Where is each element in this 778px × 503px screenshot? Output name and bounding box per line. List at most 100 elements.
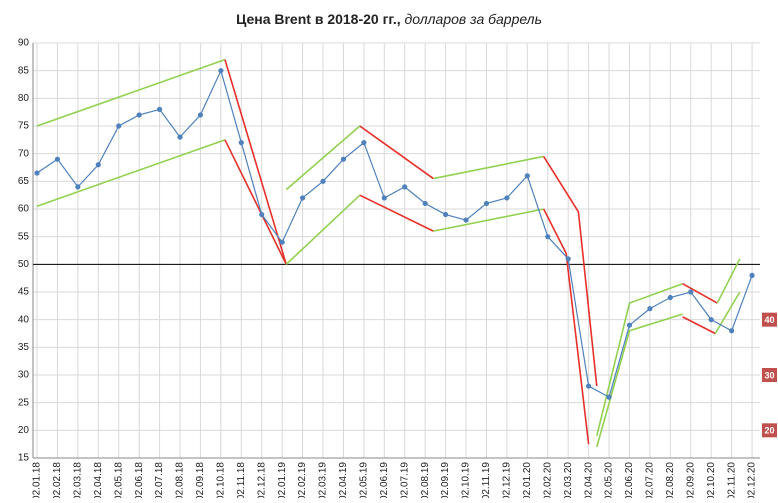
price-point <box>545 234 551 240</box>
x-tick-label: 02.08.20 <box>665 462 676 498</box>
right-label: 30 <box>764 370 774 380</box>
price-point <box>422 200 428 207</box>
trend-line <box>542 208 590 445</box>
y-tick-label: 25 <box>18 397 30 408</box>
trend-line <box>285 194 361 265</box>
price-point <box>75 184 81 190</box>
x-tick-label: 02.11.20 <box>726 462 737 498</box>
price-point <box>197 112 204 118</box>
y-tick-label: 55 <box>18 231 30 242</box>
x-tick-label: 02.04.19 <box>338 462 349 498</box>
y-tick-label: 85 <box>18 65 30 76</box>
x-tick-label: 02.06.20 <box>624 462 635 498</box>
price-point <box>340 156 347 162</box>
trend-line <box>714 291 741 334</box>
chart-title-group: Цена Brent в 2018-20 гг., долларов за ба… <box>236 11 542 27</box>
y-tick-label: 65 <box>18 176 30 187</box>
x-tick-label: 02.01.18 <box>32 462 43 498</box>
price-point <box>524 173 530 179</box>
price-point <box>136 112 142 118</box>
price-point <box>361 140 367 146</box>
trend-line <box>224 59 288 265</box>
trend-line <box>433 208 544 232</box>
trend-line <box>433 155 544 180</box>
y-tick-label: 20 <box>18 425 30 436</box>
x-tick-label: 02.07.19 <box>399 462 410 498</box>
price-point <box>463 217 469 223</box>
x-tick-label: 02.01.19 <box>277 462 288 498</box>
x-tick-label: 02.11.19 <box>481 462 492 498</box>
price-point <box>34 170 40 176</box>
y-tick-label: 15 <box>18 453 30 464</box>
trend-line <box>359 125 434 180</box>
x-tick-label: 02.04.18 <box>93 462 104 498</box>
right-label-box <box>762 423 777 438</box>
price-point <box>259 211 265 218</box>
right-label: 40 <box>764 315 774 325</box>
trend-line <box>359 194 434 232</box>
x-tick-label: 02.02.20 <box>542 462 553 498</box>
right-label-box <box>762 312 777 327</box>
price-point <box>749 272 755 278</box>
trend-line <box>542 156 598 387</box>
x-tick-label: 02.11.18 <box>236 462 247 498</box>
price-point <box>116 123 122 129</box>
price-point <box>565 256 571 262</box>
y-tick-label: 35 <box>18 342 30 353</box>
x-tick-label: 02.05.20 <box>604 462 615 498</box>
price-point <box>647 306 653 312</box>
x-tick-label: 02.07.20 <box>645 462 656 498</box>
trend-line <box>682 283 718 304</box>
price-point <box>156 106 163 112</box>
y-tick-label: 80 <box>18 93 30 104</box>
price-point <box>708 317 714 323</box>
price-point <box>54 156 61 162</box>
x-tick-label: 02.12.19 <box>502 462 513 498</box>
x-tick-label: 02.03.18 <box>73 462 84 498</box>
x-tick-label: 02.06.18 <box>134 462 145 498</box>
price-point <box>238 140 244 146</box>
x-tick-label: 02.06.19 <box>379 462 390 498</box>
y-tick-label: 70 <box>18 148 30 159</box>
y-tick-label: 30 <box>18 370 30 381</box>
trend-line <box>716 258 741 304</box>
price-point <box>667 294 673 301</box>
trend-line <box>596 282 683 437</box>
x-tick-label: 02.01.20 <box>522 462 533 498</box>
y-tick-label: 40 <box>18 314 30 325</box>
x-tick-label: 02.09.18 <box>195 462 206 498</box>
right-label-box <box>762 368 777 382</box>
price-point <box>279 239 285 245</box>
right-label: 20 <box>764 426 774 436</box>
price-point <box>606 394 612 400</box>
y-tick-label: 45 <box>18 287 30 298</box>
trend-line <box>36 58 226 127</box>
trend-line <box>285 125 361 191</box>
x-tick-label: 02.05.18 <box>113 462 124 498</box>
price-point <box>320 178 326 184</box>
price-point <box>177 134 183 140</box>
y-tick-label: 75 <box>18 121 30 132</box>
chart-title: Цена Brent в 2018-20 гг., <box>236 11 401 27</box>
price-point <box>443 211 449 218</box>
x-tick-label: 02.09.19 <box>440 462 451 498</box>
x-tick-label: 02.10.20 <box>706 462 717 498</box>
y-tick-label: 60 <box>18 204 30 215</box>
x-tick-label: 02.03.19 <box>318 462 329 498</box>
price-point <box>688 289 694 295</box>
x-tick-label: 02.04.20 <box>583 462 594 498</box>
price-point <box>483 200 490 207</box>
x-tick-label: 02.12.18 <box>256 462 267 498</box>
price-point <box>586 383 592 389</box>
x-tick-label: 02.08.18 <box>175 462 186 498</box>
price-point <box>626 322 633 328</box>
y-tick-label: 90 <box>18 38 30 49</box>
price-line <box>36 68 753 399</box>
trend-line <box>224 139 287 265</box>
x-tick-label: 02.02.19 <box>297 462 308 498</box>
price-point <box>402 184 408 190</box>
trend-line <box>36 139 226 207</box>
trend-line <box>596 313 683 448</box>
x-tick-label: 02.03.20 <box>563 462 574 498</box>
